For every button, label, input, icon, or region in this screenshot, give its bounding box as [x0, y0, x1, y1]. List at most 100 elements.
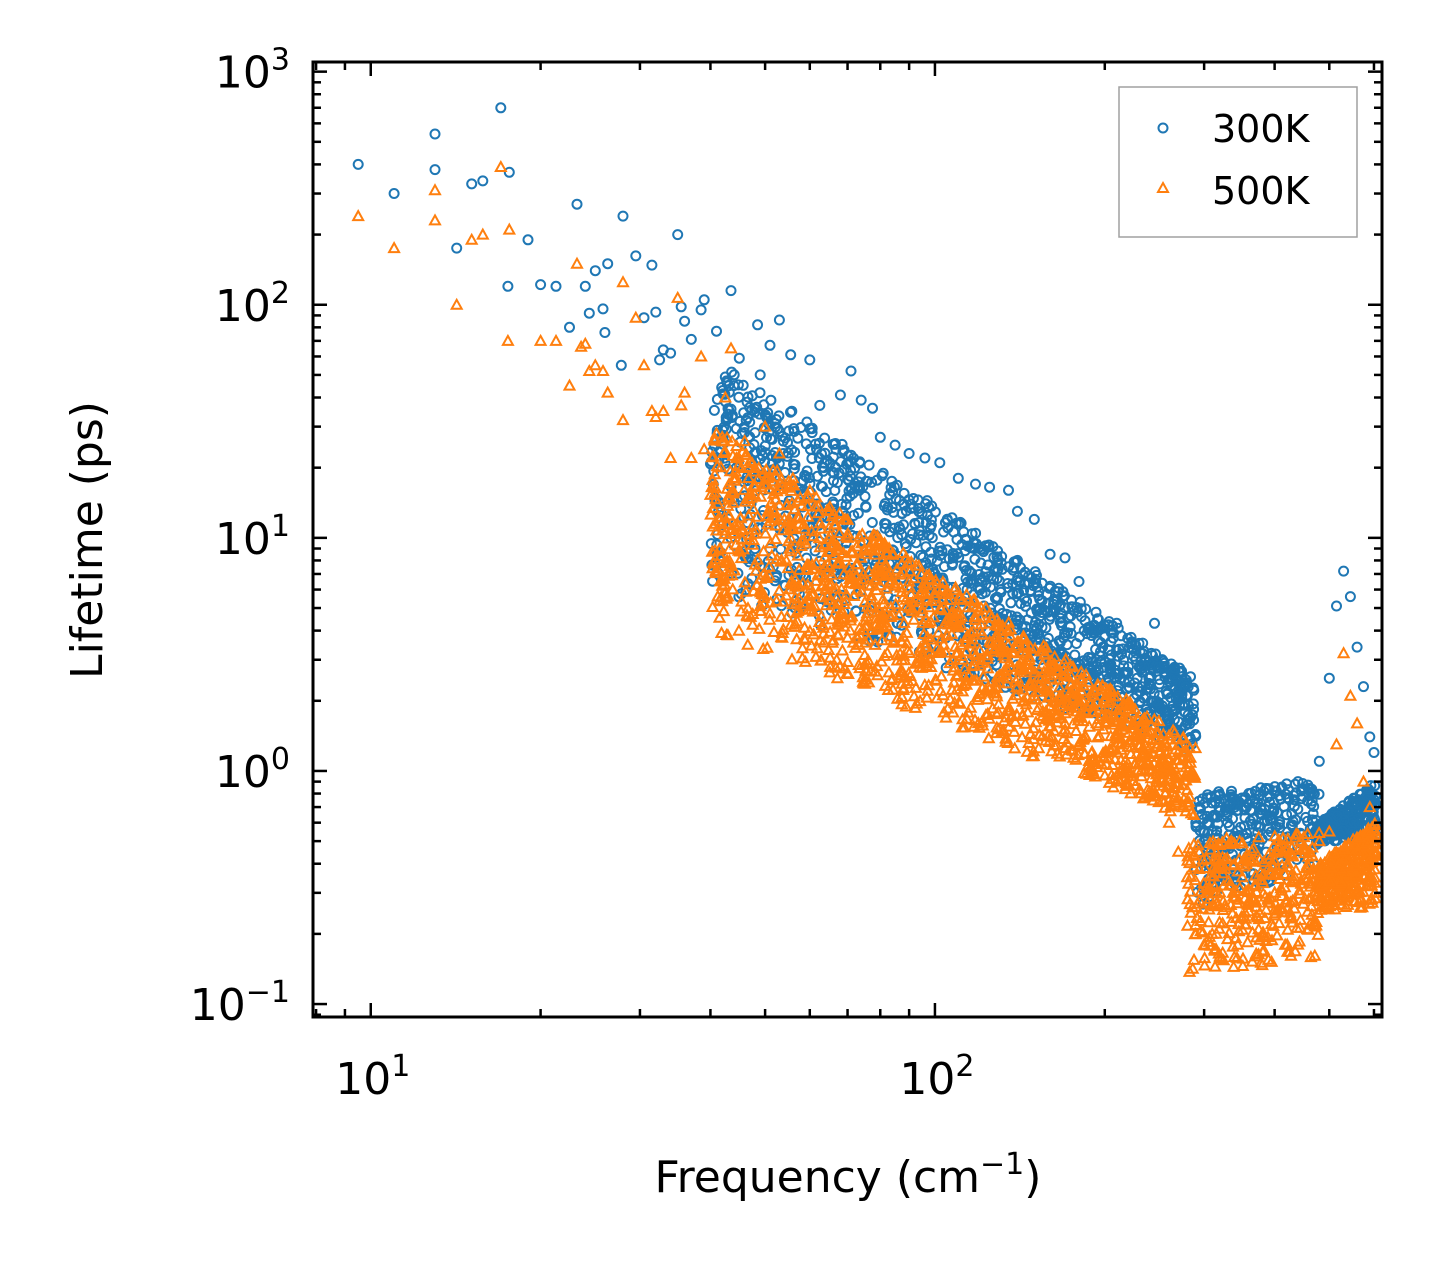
point-500K: [902, 645, 917, 658]
point-500K: [1171, 844, 1185, 857]
y-tick-label-exp: 3: [271, 43, 290, 78]
point-500K: [1278, 843, 1292, 856]
point-500K: [782, 480, 797, 493]
point-500K: [1053, 692, 1068, 705]
point-500K: [1058, 741, 1072, 754]
point-500K: [1151, 758, 1165, 771]
point-300K: [1142, 682, 1154, 694]
point-500K: [979, 707, 993, 720]
point-500K: [874, 654, 889, 667]
point-300K: [1130, 639, 1142, 651]
point-300K: [1351, 798, 1363, 810]
point-500K: [1281, 922, 1295, 935]
point-500K: [819, 598, 834, 611]
point-300K: [1055, 607, 1067, 619]
point-300K: [881, 504, 893, 516]
point-300K: [915, 549, 927, 561]
point-500K: [1041, 690, 1055, 703]
point-500K: [1301, 871, 1315, 884]
point-500K: [722, 508, 736, 521]
point-300K: [665, 347, 677, 359]
point-500K: [960, 711, 974, 724]
point-500K: [1336, 646, 1351, 659]
point-500K: [743, 453, 757, 466]
point-500K: [677, 385, 692, 398]
point-500K: [992, 615, 1006, 628]
point-500K: [1066, 717, 1080, 730]
point-300K: [917, 529, 929, 541]
point-500K: [1207, 879, 1222, 892]
point-500K: [714, 590, 728, 603]
point-500K: [1286, 849, 1300, 862]
x-tick-label-exp: 2: [955, 1049, 974, 1084]
point-500K: [980, 692, 995, 705]
point-500K: [830, 671, 845, 684]
point-300K: [1090, 606, 1102, 618]
point-300K: [615, 359, 627, 371]
point-300K: [583, 307, 595, 319]
plot-frame: [311, 60, 1384, 1019]
point-300K: [1031, 569, 1042, 581]
point-500K: [1339, 899, 1353, 912]
point-300K: [758, 399, 770, 411]
point-500K: [1265, 859, 1280, 872]
point-500K: [1016, 707, 1030, 720]
point-500K: [1352, 895, 1366, 908]
point-500K: [967, 719, 981, 732]
point-500K: [1106, 740, 1120, 753]
point-300K: [1151, 695, 1163, 707]
point-500K: [1264, 917, 1279, 930]
point-500K: [1000, 676, 1014, 689]
point-500K: [797, 620, 812, 633]
point-500K: [1068, 700, 1082, 713]
point-500K: [727, 471, 741, 484]
point-500K: [1192, 893, 1207, 906]
point-500K: [588, 358, 602, 371]
point-500K: [772, 446, 787, 459]
point-500K: [858, 635, 872, 648]
point-300K: [1084, 621, 1096, 633]
x-axis-label-close: ): [1024, 1152, 1041, 1203]
point-500K: [868, 571, 882, 584]
point-300K: [925, 519, 937, 531]
y-tick-label: 100: [215, 742, 290, 798]
point-500K: [946, 663, 961, 676]
point-500K: [1076, 732, 1090, 745]
point-500K: [1147, 786, 1162, 799]
point-500K: [1181, 751, 1195, 764]
point-500K: [1152, 714, 1166, 727]
point-500K: [1350, 716, 1364, 729]
point-500K: [1106, 780, 1121, 793]
point-500K: [1356, 884, 1370, 897]
point-300K: [1292, 776, 1304, 788]
point-300K: [759, 440, 771, 452]
point-500K: [1183, 884, 1198, 897]
point-500K: [1349, 870, 1363, 883]
point-500K: [785, 652, 799, 665]
point-300K: [884, 489, 896, 501]
point-300K: [1105, 636, 1117, 647]
point-300K: [984, 602, 996, 614]
point-500K: [725, 568, 739, 581]
point-300K: [728, 380, 740, 392]
point-500K: [761, 517, 775, 530]
point-500K: [920, 568, 934, 581]
point-500K: [985, 701, 1000, 714]
point-300K: [874, 431, 886, 443]
point-300K: [871, 474, 883, 486]
point-500K: [1041, 728, 1055, 741]
point-500K: [717, 604, 731, 617]
point-300K: [630, 250, 642, 262]
point-500K: [889, 597, 903, 610]
point-500K: [772, 583, 786, 596]
point-500K: [1127, 757, 1142, 770]
point-500K: [714, 625, 729, 638]
point-500K: [1043, 698, 1057, 711]
point-500K: [1096, 679, 1110, 692]
point-500K: [825, 534, 839, 547]
point-300K: [792, 432, 804, 444]
point-300K: [857, 481, 869, 493]
point-500K: [856, 670, 870, 683]
point-300K: [477, 175, 489, 187]
point-500K: [786, 597, 800, 610]
